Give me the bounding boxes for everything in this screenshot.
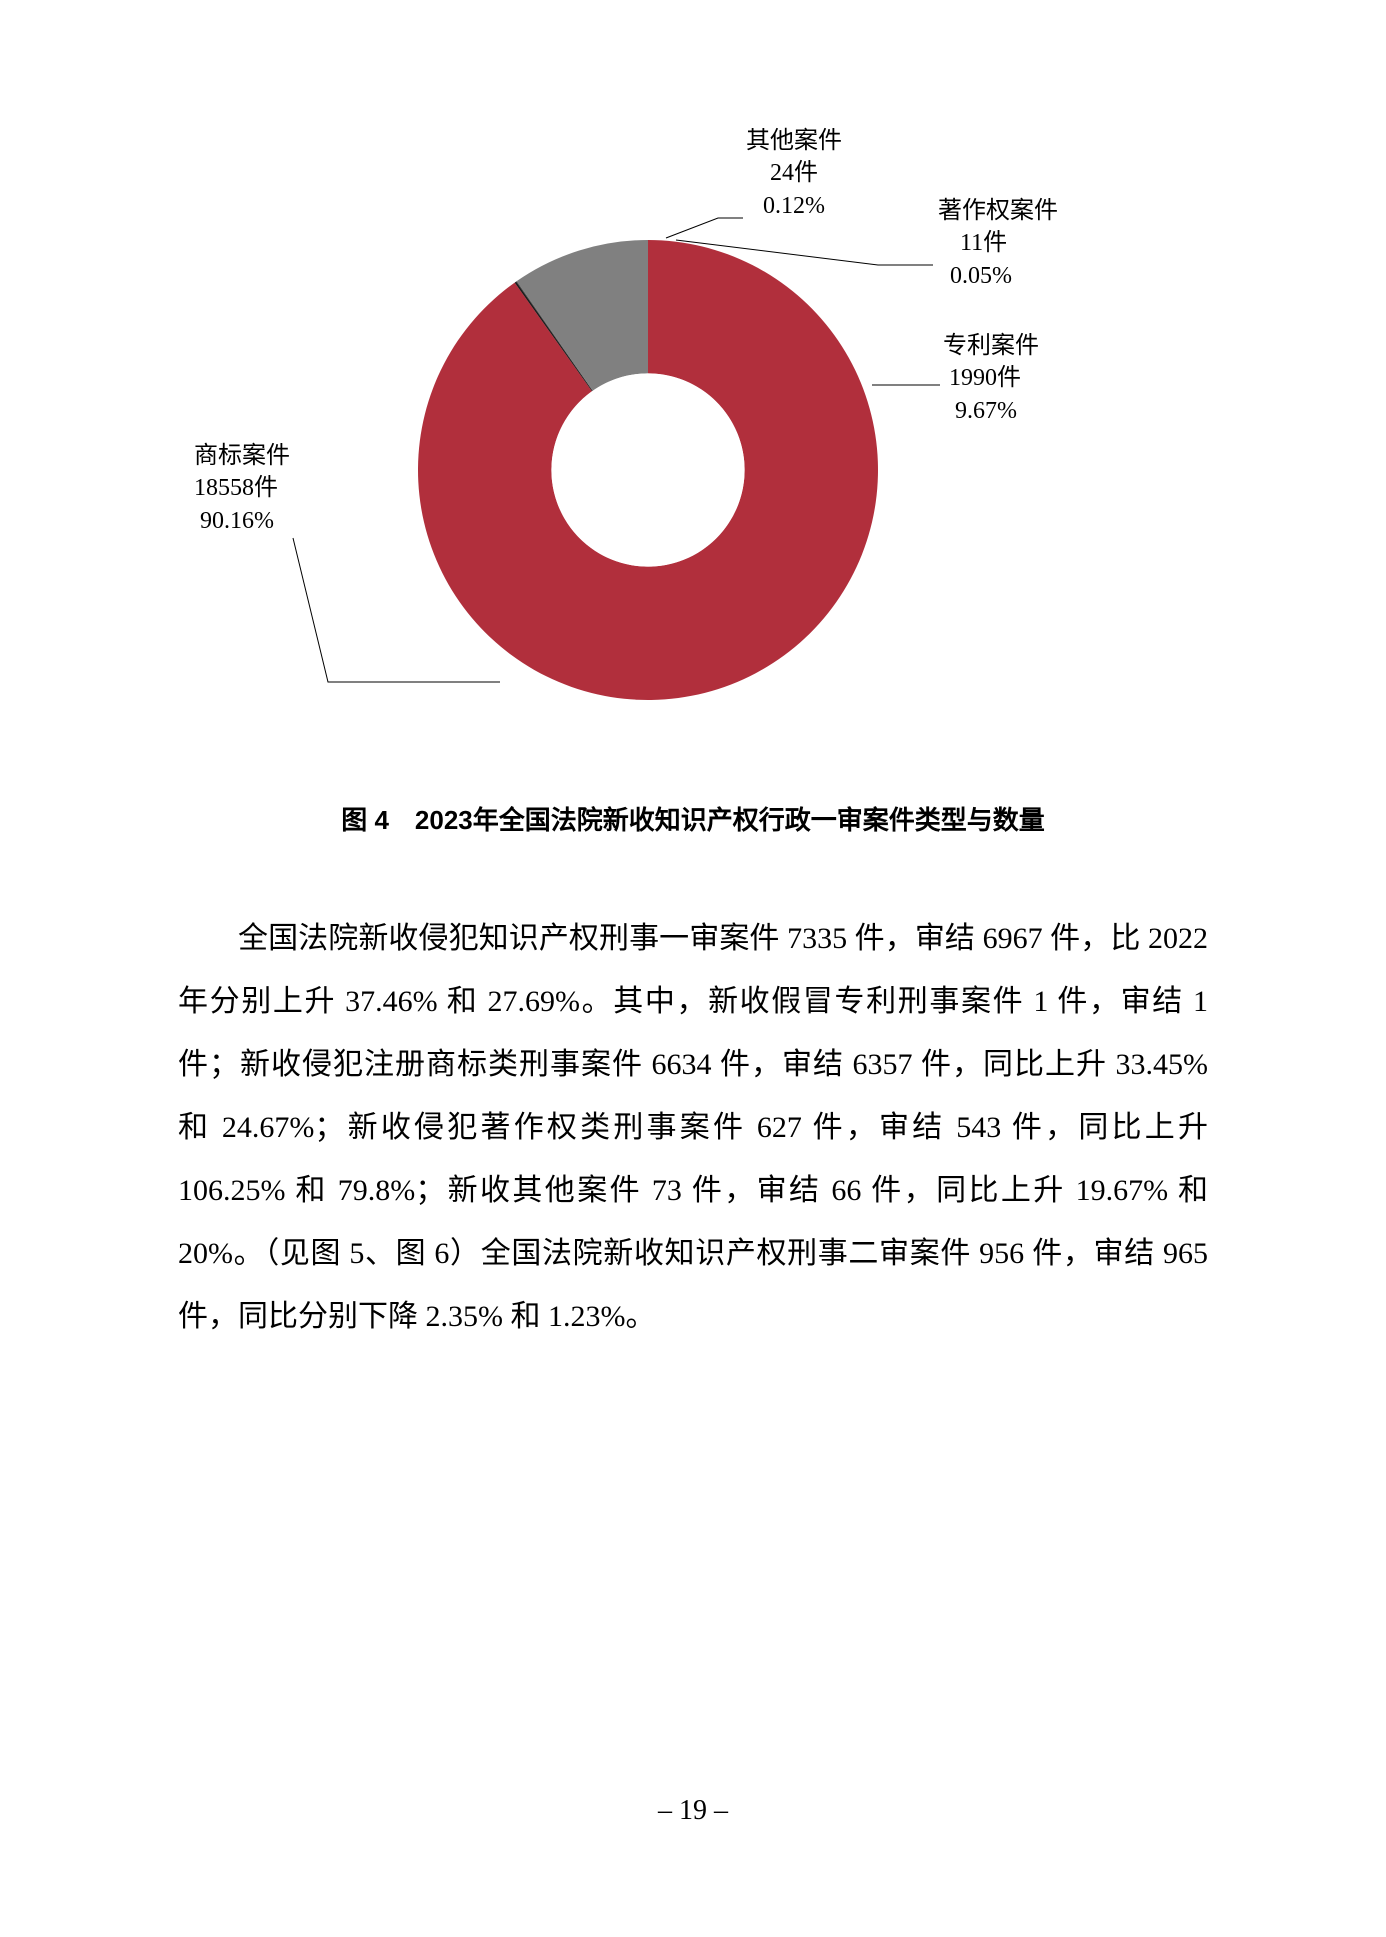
slice-label-trademark: 商标案件 18558件 90.16% <box>194 440 290 537</box>
slice-name: 其他案件 <box>746 128 842 154</box>
donut-hole <box>551 373 744 566</box>
slice-pct: 90.16% <box>194 508 274 534</box>
donut-svg <box>398 220 898 720</box>
slice-pct: 0.12% <box>763 193 825 219</box>
slice-label-patent: 专利案件 1990件 9.67% <box>943 330 1039 427</box>
slice-count: 1990件 <box>943 365 1021 391</box>
slice-label-copyright: 著作权案件 11件 0.05% <box>938 195 1058 292</box>
slice-name: 商标案件 <box>194 443 290 469</box>
slice-name: 专利案件 <box>943 333 1039 359</box>
slice-label-other: 其他案件 24件 0.12% <box>746 125 842 222</box>
slice-count: 24件 <box>770 160 818 186</box>
slice-name: 著作权案件 <box>938 198 1058 224</box>
page: 其他案件 24件 0.12% 著作权案件 11件 0.05% 专利案件 1990… <box>0 0 1386 1937</box>
body-paragraph: 全国法院新收侵犯知识产权刑事一审案件 7335 件，审结 6967 件，比 20… <box>178 907 1208 1348</box>
donut-chart: 其他案件 24件 0.12% 著作权案件 11件 0.05% 专利案件 1990… <box>178 140 1208 740</box>
slice-count: 11件 <box>938 230 1007 256</box>
page-number: – 19 – <box>0 1795 1386 1827</box>
slice-pct: 0.05% <box>938 263 1012 289</box>
slice-count: 18558件 <box>194 475 278 501</box>
chart-caption: 图 4 2023年全国法院新收知识产权行政一审案件类型与数量 <box>178 800 1208 837</box>
slice-pct: 9.67% <box>943 398 1017 424</box>
donut-svg-wrap <box>398 220 898 720</box>
